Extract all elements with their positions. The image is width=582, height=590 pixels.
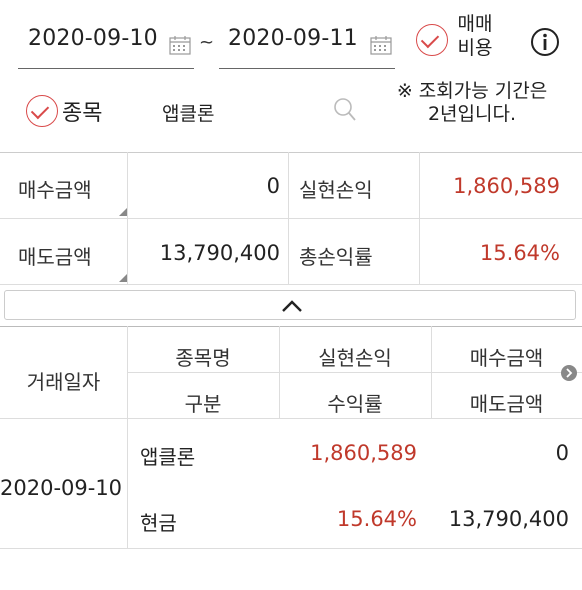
row-return-rate: 15.64% xyxy=(336,507,417,531)
calendar-icon[interactable] xyxy=(169,35,191,55)
summary-top-border xyxy=(0,152,582,153)
fee-checkbox[interactable] xyxy=(416,24,448,56)
row-type: 현금 xyxy=(140,511,177,535)
start-date-field[interactable]: 2020-09-10 xyxy=(28,26,158,51)
table-top-border xyxy=(0,326,582,327)
stock-name-input[interactable]: 앱클론 xyxy=(162,103,215,125)
end-date-field[interactable]: 2020-09-11 xyxy=(228,26,358,51)
row-stock-name: 앱클론 xyxy=(140,445,196,469)
row-buy-amount: 0 xyxy=(555,441,569,465)
query-period-notice: ※ 조회가능 기간은 2년입니다. xyxy=(380,80,564,126)
notice-line1: ※ 조회가능 기간은 xyxy=(396,80,548,102)
header-sell-amount: 매도금액 xyxy=(469,392,544,416)
header-realized-pl: 실현손익 xyxy=(318,346,392,370)
summary-bottom-border xyxy=(0,284,582,285)
header-buy-amount: 매수금액 xyxy=(469,346,544,370)
header-row-divider xyxy=(127,372,582,373)
sell-amount-label: 매도금액 xyxy=(18,245,92,269)
start-date-underline xyxy=(18,68,194,69)
corner-marker xyxy=(119,274,127,282)
summary-mid-border xyxy=(0,218,582,219)
row-col-divider xyxy=(127,418,128,548)
date-range-separator: ~ xyxy=(199,32,215,53)
buy-amount-label: 매수금액 xyxy=(18,178,92,202)
fee-label-line1: 매매 xyxy=(457,13,493,35)
end-date-underline xyxy=(219,68,395,69)
fee-label-line2: 비용 xyxy=(457,37,493,59)
search-icon[interactable] xyxy=(333,97,357,123)
summary-col-divider xyxy=(127,152,128,284)
collapse-summary-button[interactable] xyxy=(4,290,576,320)
row-date: 2020-09-10 xyxy=(0,476,123,500)
fee-label[interactable]: 매매 비용 xyxy=(450,12,500,60)
header-return-rate: 수익률 xyxy=(327,392,383,416)
realized-pl-value: 1,860,589 xyxy=(453,174,560,198)
sell-amount-value: 13,790,400 xyxy=(159,241,280,265)
realized-pl-label: 실현손익 xyxy=(299,178,373,202)
header-type: 구분 xyxy=(184,392,222,416)
total-return-label: 총손익률 xyxy=(299,245,373,269)
header-bottom-border xyxy=(0,418,582,419)
notice-line2: 2년입니다. xyxy=(427,103,517,125)
row-realized-pl: 1,860,589 xyxy=(310,441,417,465)
summary-col-divider xyxy=(288,152,289,284)
corner-marker xyxy=(119,208,127,216)
info-icon[interactable] xyxy=(530,27,560,57)
row-sell-amount: 13,790,400 xyxy=(448,507,569,531)
header-date: 거래일자 xyxy=(26,370,101,394)
row-bottom-border xyxy=(0,548,582,549)
header-stock-name: 종목명 xyxy=(175,346,231,370)
summary-col-divider xyxy=(419,152,420,284)
buy-amount-value: 0 xyxy=(266,174,280,198)
start-date-text: 2020-09-10 xyxy=(28,26,158,51)
chevron-up-icon xyxy=(282,300,302,312)
stock-checkbox[interactable] xyxy=(26,95,58,127)
end-date-text: 2020-09-11 xyxy=(228,26,358,51)
scroll-right-icon[interactable] xyxy=(561,365,577,381)
total-return-value: 15.64% xyxy=(479,241,560,265)
calendar-icon[interactable] xyxy=(370,35,392,55)
stock-checkbox-label[interactable]: 종목 xyxy=(62,101,103,126)
